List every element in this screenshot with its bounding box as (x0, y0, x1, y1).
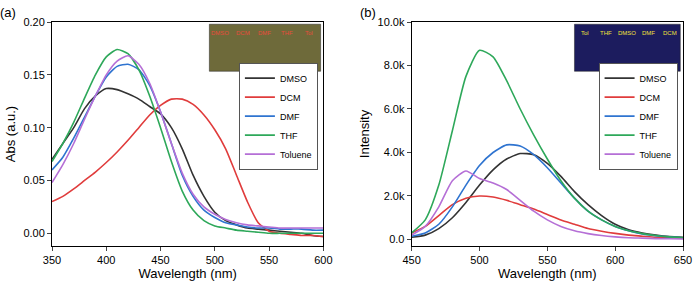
svg-text:DMSO: DMSO (618, 30, 636, 36)
svg-text:0.05: 0.05 (23, 174, 44, 186)
svg-text:4.0k: 4.0k (384, 146, 405, 158)
svg-text:2.0k: 2.0k (384, 190, 405, 202)
svg-text:450: 450 (402, 254, 420, 266)
svg-text:0.00: 0.00 (23, 227, 44, 239)
svg-text:400: 400 (97, 254, 115, 266)
svg-text:Intensity: Intensity (357, 109, 372, 158)
svg-text:350: 350 (43, 254, 61, 266)
svg-text:10.0k: 10.0k (378, 16, 405, 28)
svg-text:THF: THF (280, 131, 298, 141)
svg-text:THF: THF (640, 131, 658, 141)
svg-text:DMSO: DMSO (280, 74, 307, 84)
svg-text:DMSO: DMSO (211, 30, 229, 36)
svg-text:DCM: DCM (663, 30, 677, 36)
svg-text:0.15: 0.15 (23, 69, 44, 81)
svg-text:550: 550 (538, 254, 556, 266)
svg-text:DCM: DCM (640, 93, 661, 103)
svg-text:500: 500 (206, 254, 224, 266)
svg-text:600: 600 (314, 254, 332, 266)
svg-text:450: 450 (151, 254, 169, 266)
svg-text:DMF: DMF (280, 112, 300, 122)
svg-text:DCM: DCM (236, 30, 250, 36)
svg-text:THF: THF (281, 30, 293, 36)
svg-text:0.10: 0.10 (23, 122, 44, 134)
svg-text:THF: THF (600, 30, 612, 36)
svg-text:8.0k: 8.0k (384, 59, 405, 71)
svg-text:550: 550 (260, 254, 278, 266)
svg-text:Toluene: Toluene (640, 150, 672, 160)
svg-text:600: 600 (606, 254, 624, 266)
svg-text:Wavelength (nm): Wavelength (nm) (498, 266, 597, 281)
svg-text:0.20: 0.20 (23, 16, 44, 28)
svg-text:DCM: DCM (280, 93, 301, 103)
svg-text:Wavelength (nm): Wavelength (nm) (138, 266, 237, 281)
svg-text:6.0k: 6.0k (384, 103, 405, 115)
svg-text:DMF: DMF (642, 30, 655, 36)
svg-text:(b): (b) (360, 5, 376, 20)
svg-text:DMSO: DMSO (640, 74, 667, 84)
svg-text:(a): (a) (0, 5, 16, 20)
svg-text:Tol: Tol (581, 30, 589, 36)
svg-text:DMF: DMF (640, 112, 660, 122)
svg-text:Tol: Tol (305, 30, 313, 36)
svg-text:Toluene: Toluene (280, 150, 312, 160)
svg-text:0.0: 0.0 (389, 233, 404, 245)
svg-text:DMF: DMF (258, 30, 271, 36)
svg-text:650: 650 (674, 254, 692, 266)
svg-text:Abs (a.u.): Abs (a.u.) (3, 106, 18, 162)
svg-text:500: 500 (470, 254, 488, 266)
